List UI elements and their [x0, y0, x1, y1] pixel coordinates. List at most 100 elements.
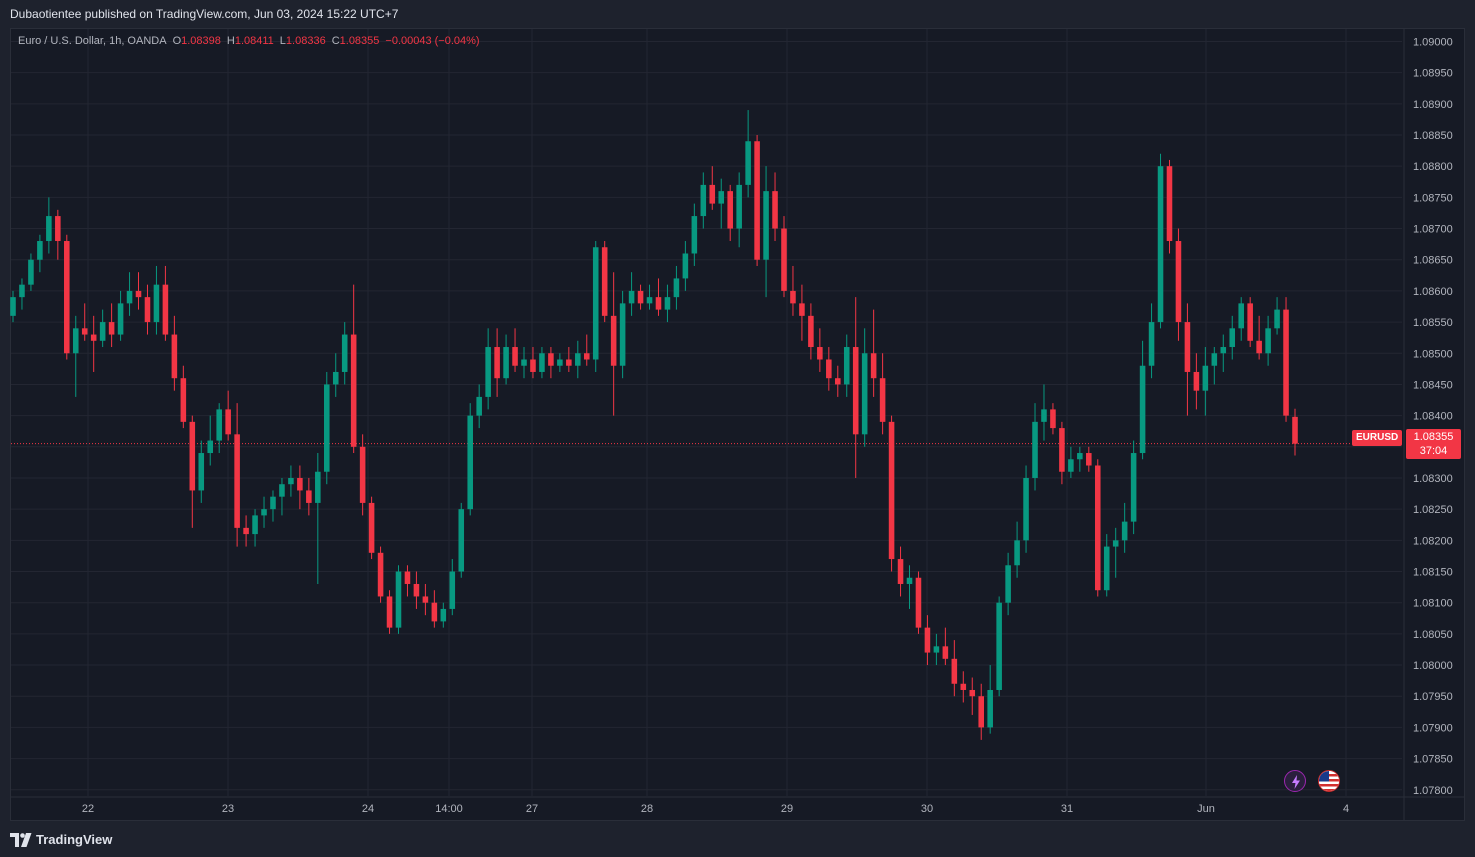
high-value: 1.08411	[234, 35, 274, 47]
candle	[1094, 459, 1101, 597]
candle	[915, 571, 922, 634]
candle	[1238, 297, 1244, 341]
candle-body	[1005, 565, 1011, 603]
x-tick-label: 14:00	[435, 803, 463, 815]
candle	[790, 265, 796, 316]
candle	[216, 403, 222, 454]
legend-symbol[interactable]: Euro / U.S. Dollar, 1h, OANDA	[18, 35, 167, 47]
candle-body	[763, 191, 769, 260]
candle	[135, 272, 142, 310]
candle-body	[386, 596, 393, 628]
candle-body	[835, 378, 841, 385]
candle-body	[413, 583, 420, 597]
candle-body	[1148, 322, 1155, 366]
candle	[583, 334, 590, 366]
candle-body	[575, 353, 581, 366]
candle	[1068, 446, 1074, 478]
candle	[449, 559, 456, 616]
time-axis[interactable]: 22 23 24 14:00 27 28 29 30 31 Jun 4	[82, 803, 1349, 815]
candle	[655, 278, 662, 316]
candle-body	[46, 216, 52, 242]
candle	[431, 590, 438, 628]
y-tick-label: 1.08050	[1413, 629, 1453, 641]
candle-body	[162, 284, 169, 335]
candle	[897, 546, 904, 597]
candle-body	[1077, 453, 1083, 460]
chart-pane[interactable]	[10, 28, 1465, 821]
candle-body	[1157, 166, 1164, 323]
candle	[494, 328, 500, 397]
price-axis[interactable]: 1.09000 1.08950 1.08900 1.08850 1.08800 1.087…	[1413, 36, 1453, 796]
candle	[234, 403, 240, 547]
candle-body	[852, 347, 859, 435]
candle	[395, 565, 402, 634]
bolt-icon[interactable]	[1284, 770, 1306, 792]
brand-name: TradingView	[36, 832, 113, 847]
candle	[323, 371, 330, 485]
candle-body	[870, 353, 877, 379]
candle	[189, 415, 196, 528]
y-tick-label: 1.09000	[1413, 36, 1453, 48]
candle-body	[368, 502, 375, 553]
candle	[485, 328, 491, 410]
candle	[575, 340, 581, 379]
candle-body	[709, 184, 716, 204]
candle-body	[700, 184, 707, 217]
candle-body	[530, 359, 536, 372]
candle	[350, 284, 357, 454]
candle	[1220, 334, 1227, 372]
candle-body	[1014, 540, 1020, 566]
close-label: C	[331, 35, 340, 47]
candle	[368, 496, 375, 560]
candle-body	[897, 559, 904, 584]
candle	[548, 347, 554, 379]
y-tick-label: 1.08850	[1413, 130, 1453, 142]
candle-body	[1050, 409, 1056, 429]
candle	[619, 290, 626, 379]
candle-body	[601, 247, 608, 316]
candle	[879, 353, 886, 435]
candle-body	[924, 627, 931, 653]
candle-body	[1220, 347, 1227, 354]
low-label: L	[279, 35, 286, 47]
candle	[906, 565, 913, 609]
candle	[243, 515, 249, 547]
y-tick-label: 1.08450	[1413, 379, 1453, 391]
candle-body	[37, 241, 43, 260]
candle	[1274, 297, 1280, 335]
candle	[1148, 303, 1155, 379]
candle	[924, 615, 931, 666]
candle	[530, 347, 536, 379]
change-value: −0.00043 (−0.04%)	[385, 35, 480, 47]
tradingview-logo[interactable]: TradingView	[10, 832, 112, 847]
candle	[413, 571, 420, 609]
candle	[64, 234, 70, 360]
candle-body	[628, 290, 635, 304]
candle-body	[826, 359, 832, 379]
candle-body	[279, 484, 285, 497]
candle-body	[19, 284, 25, 298]
candle	[1247, 297, 1253, 348]
y-tick-label: 1.07800	[1413, 785, 1453, 797]
candle	[942, 627, 949, 666]
candle-body	[960, 683, 967, 690]
candle-body	[431, 602, 438, 622]
candle-body	[682, 253, 689, 279]
countdown-value: 37:04	[1419, 445, 1448, 457]
candle	[1103, 534, 1110, 597]
candle-body	[557, 359, 563, 366]
candle	[835, 365, 841, 397]
x-tick-label: Jun	[1197, 803, 1215, 815]
candle-body	[637, 290, 644, 304]
candle	[377, 546, 384, 603]
symbol-tag: EURUSD	[1352, 430, 1403, 446]
candle-body	[754, 141, 760, 260]
y-tick-label: 1.08500	[1413, 348, 1453, 360]
candle-body	[1283, 309, 1289, 416]
candle-body	[799, 303, 805, 316]
close-value: 1.08355	[339, 35, 380, 47]
us-flag-icon[interactable]	[1318, 770, 1340, 792]
publisher-text: Dubaotientee published on TradingView.co…	[10, 7, 399, 21]
last-price-value: 1.08355	[1413, 431, 1454, 443]
